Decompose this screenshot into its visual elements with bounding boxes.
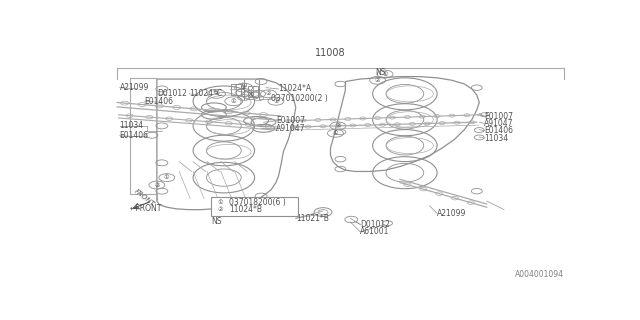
- Text: ②: ②: [154, 182, 160, 188]
- Text: A004001094: A004001094: [515, 270, 564, 279]
- Text: A91047: A91047: [276, 124, 305, 133]
- Text: D01012: D01012: [360, 220, 390, 229]
- Text: 11008: 11008: [315, 48, 346, 58]
- Text: E01406: E01406: [484, 126, 513, 135]
- Text: 037018200(6 ): 037018200(6 ): [229, 198, 285, 207]
- Text: E01007: E01007: [276, 116, 305, 125]
- Text: ①: ①: [218, 200, 223, 205]
- Text: NS: NS: [211, 218, 222, 227]
- Text: 11024*A: 11024*A: [278, 84, 312, 93]
- Text: ①: ①: [248, 92, 254, 98]
- Text: ①: ①: [333, 131, 339, 136]
- Text: 11024*C: 11024*C: [189, 89, 222, 98]
- Text: ②: ②: [214, 91, 220, 96]
- Bar: [242, 84, 246, 86]
- Text: A21099: A21099: [437, 209, 467, 218]
- Text: A21099: A21099: [120, 83, 149, 92]
- Text: 037010200(2 ): 037010200(2 ): [271, 94, 328, 103]
- Text: D01012: D01012: [157, 89, 187, 98]
- Bar: [231, 84, 241, 95]
- Text: ②: ②: [241, 85, 246, 90]
- Text: ①: ①: [382, 72, 388, 76]
- Text: 11034: 11034: [484, 134, 508, 143]
- Text: 11024*B: 11024*B: [229, 205, 262, 214]
- Text: ②: ②: [335, 124, 340, 128]
- Text: ①: ①: [231, 99, 237, 104]
- Text: ②: ②: [218, 207, 223, 212]
- Text: E01406: E01406: [145, 97, 173, 106]
- Text: E01007: E01007: [484, 111, 513, 121]
- Text: ①: ①: [164, 175, 170, 180]
- Text: 11021*B: 11021*B: [296, 214, 328, 223]
- Text: NS: NS: [375, 68, 386, 77]
- Text: ←FRONT: ←FRONT: [129, 204, 162, 213]
- Text: ①: ①: [273, 99, 279, 104]
- Text: ②: ②: [266, 91, 271, 96]
- Text: E01406: E01406: [120, 131, 148, 140]
- Bar: [211, 197, 298, 216]
- Text: 11034: 11034: [120, 121, 144, 130]
- Text: A61001: A61001: [360, 227, 390, 236]
- Text: A91047: A91047: [484, 119, 514, 128]
- Text: FRONT: FRONT: [133, 188, 156, 207]
- Bar: [248, 86, 257, 97]
- Text: ②: ②: [375, 78, 380, 83]
